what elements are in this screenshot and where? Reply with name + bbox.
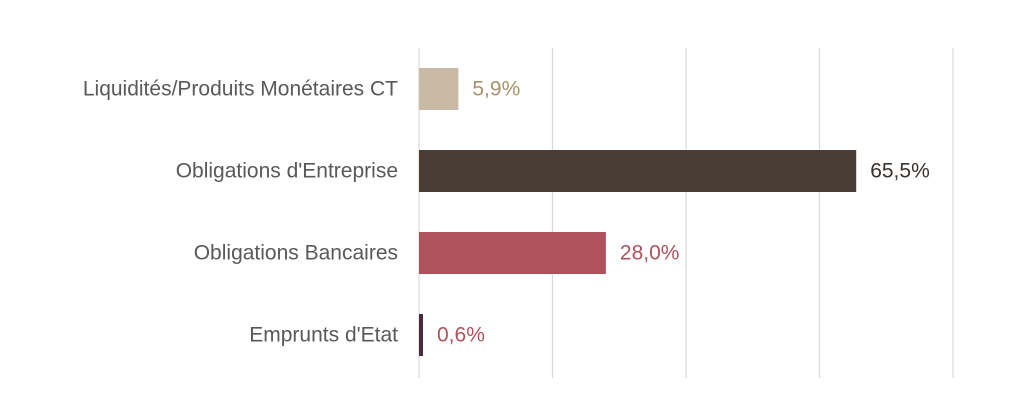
category-label: Emprunts d'Etat <box>249 324 398 347</box>
value-label: 5,9% <box>472 78 520 101</box>
category-label: Obligations Bancaires <box>194 242 398 265</box>
value-label: 0,6% <box>437 324 485 347</box>
category-label: Obligations d'Entreprise <box>176 160 398 183</box>
bar <box>419 68 459 110</box>
value-label: 65,5% <box>870 160 930 183</box>
category-label: Liquidités/Produits Monétaires CT <box>83 78 398 101</box>
bar <box>419 314 424 356</box>
chart-bars <box>419 68 857 356</box>
bar <box>419 150 857 192</box>
bar <box>419 232 606 274</box>
chart-value-labels: 5,9% 65,5% 28,0% 0,6% <box>437 78 930 347</box>
value-label: 28,0% <box>620 242 680 265</box>
chart-category-labels: Liquidités/Produits Monétaires CT Obligat… <box>83 78 398 347</box>
